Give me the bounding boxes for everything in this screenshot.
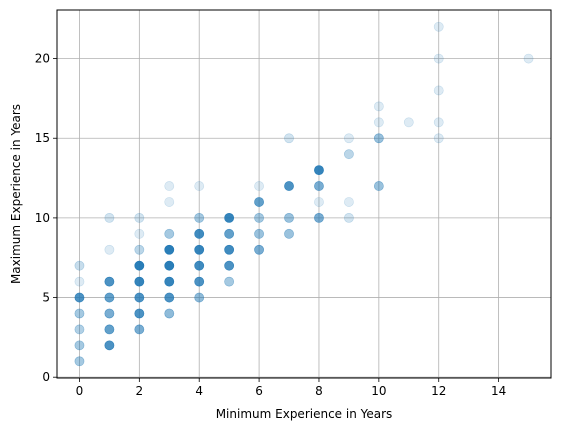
data-point (164, 292, 175, 303)
data-point (284, 212, 294, 223)
axis-ticks: 0 2 4 6 8 10 12 14 0 5 10 15 20 (35, 52, 507, 398)
data-point (194, 260, 205, 271)
y-tick-label: 0 (42, 370, 50, 384)
data-point (403, 117, 414, 128)
data-point (194, 292, 205, 303)
data-point (344, 197, 354, 207)
data-point (134, 308, 145, 319)
data-point (194, 212, 205, 223)
x-tick-label: 10 (371, 384, 386, 398)
data-point (104, 244, 115, 255)
data-point (314, 165, 324, 176)
data-point (224, 228, 235, 239)
data-point (224, 212, 235, 223)
data-point (134, 324, 145, 335)
data-point (104, 276, 115, 287)
data-point (104, 340, 115, 351)
data-point (344, 133, 354, 144)
data-point (134, 228, 145, 239)
data-point (74, 324, 85, 335)
data-point (344, 149, 354, 160)
data-point (74, 308, 85, 319)
x-tick-label: 14 (491, 384, 506, 398)
data-point (134, 276, 145, 287)
y-tick-label: 15 (35, 131, 50, 145)
axes-frame (56, 9, 552, 379)
data-point (344, 212, 354, 223)
data-point (254, 228, 264, 239)
data-point (164, 244, 175, 255)
grid-lines (57, 10, 551, 378)
x-tick-label: 12 (431, 384, 446, 398)
data-point (523, 53, 534, 64)
data-point (433, 133, 444, 144)
data-point (224, 260, 235, 271)
y-axis-label: Maximum Experience in Years (9, 104, 23, 284)
data-point (194, 244, 205, 255)
data-point (134, 244, 145, 255)
data-point (194, 276, 205, 287)
data-point (164, 197, 175, 207)
data-point (164, 276, 175, 287)
data-point (104, 212, 115, 223)
data-point (104, 308, 115, 319)
data-point (104, 324, 115, 335)
data-point (254, 212, 264, 223)
data-point (373, 101, 384, 112)
data-point (164, 308, 175, 319)
data-point (74, 276, 85, 287)
data-point (373, 117, 384, 128)
x-axis-label: Minimum Experience in Years (216, 407, 393, 421)
data-point (74, 356, 85, 367)
x-tick-label: 6 (255, 384, 263, 398)
data-point (433, 85, 444, 96)
y-tick-label: 20 (35, 52, 50, 66)
data-point (194, 228, 205, 239)
data-point (433, 117, 444, 128)
x-tick-label: 0 (76, 384, 84, 398)
data-point (224, 276, 235, 287)
data-point (134, 212, 145, 223)
data-point (314, 181, 324, 191)
data-point (314, 197, 324, 207)
data-point (314, 212, 324, 223)
data-points (74, 21, 534, 367)
data-point (433, 21, 444, 32)
data-point (373, 133, 384, 144)
data-point (254, 197, 264, 207)
data-point (284, 181, 294, 191)
data-point (164, 181, 175, 191)
x-tick-label: 8 (315, 384, 323, 398)
data-point (284, 133, 294, 144)
data-point (134, 260, 145, 271)
data-point (373, 181, 384, 191)
data-point (433, 53, 444, 64)
data-point (74, 260, 85, 271)
data-point (254, 181, 264, 191)
x-tick-label: 2 (136, 384, 144, 398)
data-point (104, 292, 115, 303)
data-point (74, 292, 85, 303)
data-point (224, 244, 235, 255)
data-point (164, 260, 175, 271)
data-point (74, 340, 85, 351)
data-point (284, 228, 294, 239)
x-tick-label: 4 (195, 384, 203, 398)
data-point (164, 228, 175, 239)
data-point (194, 181, 205, 191)
data-point (134, 292, 145, 303)
y-tick-label: 10 (35, 211, 50, 225)
data-point (254, 244, 264, 255)
y-tick-label: 5 (42, 291, 50, 305)
